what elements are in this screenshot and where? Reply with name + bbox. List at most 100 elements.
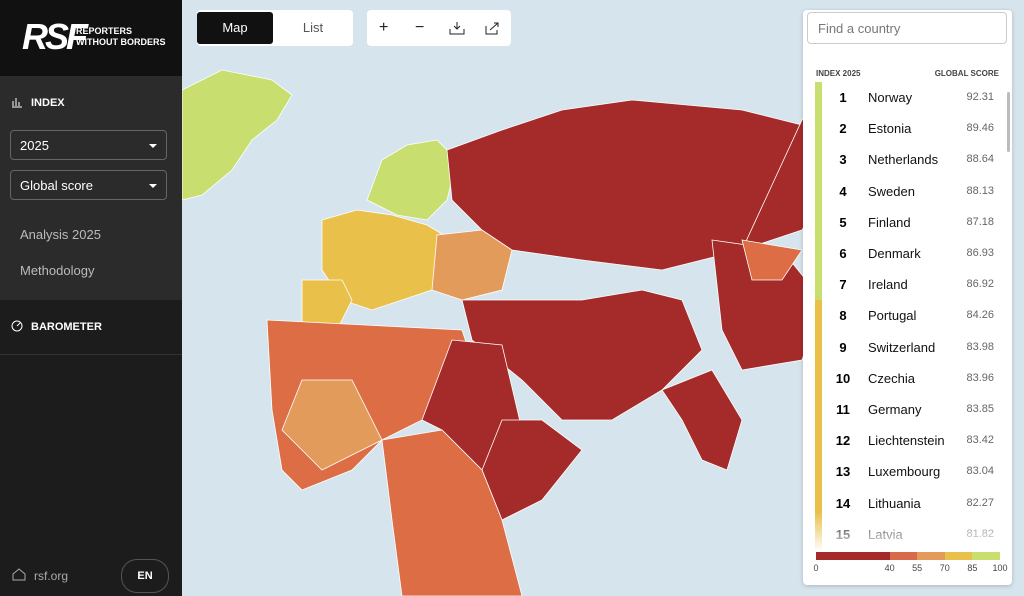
rank: 4 [839, 183, 847, 199]
ranking-row[interactable]: 14 Lithuania 82.27 [803, 487, 1012, 519]
ranking-row[interactable]: 13 Luxembourg 83.04 [803, 456, 1012, 488]
score-strip [815, 425, 822, 457]
footer-link[interactable]: rsf.org [34, 569, 69, 583]
country-name: Finland [868, 214, 911, 230]
score-strip [815, 456, 822, 488]
legend-tick: 40 [884, 563, 895, 573]
barometer-label[interactable]: BAROMETER [31, 321, 102, 333]
country-name: Czechia [868, 370, 915, 386]
index-label[interactable]: INDEX [31, 97, 65, 109]
view-toggle: Map List [197, 10, 353, 46]
zoom-in[interactable]: + [379, 19, 389, 36]
country-name: Netherlands [868, 152, 939, 168]
country-name: Denmark [868, 246, 921, 261]
list-tab[interactable]: List [302, 20, 324, 35]
country-name: Portugal [868, 308, 917, 324]
score-strip [815, 362, 822, 394]
legend-segment [816, 552, 890, 560]
zoom-out[interactable]: − [415, 19, 425, 36]
nav-link[interactable]: Analysis 2025 [20, 227, 101, 242]
country-name: Ireland [868, 277, 908, 293]
score: 83.04 [966, 465, 994, 478]
ranking-row[interactable]: 11 Germany 83.85 [803, 394, 1012, 426]
country-name: Norway [868, 90, 913, 105]
nav-link[interactable]: Methodology [20, 263, 95, 278]
legend-segment [944, 552, 973, 560]
logo-text: REPORTERS [76, 26, 133, 36]
scrollbar [1007, 92, 1010, 152]
map-tools: + − [367, 10, 511, 46]
legend-segment [889, 552, 918, 560]
rank: 5 [839, 214, 847, 230]
map-shapes [182, 69, 883, 596]
rank: 1 [839, 90, 847, 105]
ranking-row[interactable]: 5 Finland 87.18 [803, 206, 1012, 238]
score: 83.96 [966, 371, 994, 384]
ranking-row[interactable]: 10 Czechia 83.96 [803, 362, 1012, 394]
country-name: Liechtenstein [868, 433, 945, 449]
score: 86.93 [966, 247, 994, 259]
search-input[interactable]: Find a country [807, 12, 1007, 44]
legend-tick: 0 [813, 563, 819, 573]
ranking-row[interactable]: 8 Portugal 84.26 [803, 300, 1012, 332]
score-strip [815, 113, 822, 145]
rank: 3 [839, 152, 847, 168]
rank: 11 [836, 402, 850, 417]
score-select[interactable]: Global score [10, 170, 167, 200]
ranking-row[interactable]: 4 Sweden 88.13 [803, 175, 1012, 207]
ranking-row[interactable]: 9 Switzerland 83.98 [803, 331, 1012, 363]
rank: 14 [835, 495, 851, 511]
year-select[interactable]: 2025 [10, 130, 167, 160]
download-button[interactable] [449, 21, 465, 35]
score-strip [815, 487, 822, 519]
score: 82.27 [966, 496, 994, 509]
score-strip [815, 175, 822, 207]
rank: 2 [839, 121, 847, 137]
language-button[interactable]: EN [121, 559, 169, 593]
logo-text: WITHOUT BORDERS [76, 37, 166, 47]
score-strip [815, 144, 822, 176]
fade-overlay [803, 512, 1012, 552]
column-header: GLOBAL SCORE [934, 69, 999, 78]
legend-tick: 55 [912, 563, 923, 573]
ranking-row[interactable]: 3 Netherlands 88.64 [803, 144, 1012, 176]
index-icon [12, 98, 22, 108]
country-name: Switzerland [868, 339, 936, 355]
legend-segment [917, 552, 945, 560]
country-name: Lithuania [868, 495, 921, 511]
rank: 7 [839, 277, 847, 293]
legend-segment [972, 552, 1000, 560]
score: 88.64 [966, 153, 994, 166]
country-name: Germany [868, 402, 922, 417]
logo[interactable]: RSF REPORTERS WITHOUT BORDERS [0, 0, 182, 76]
score: 84.26 [966, 309, 994, 322]
score-strip [815, 394, 822, 426]
barometer-icon [11, 320, 23, 332]
rank: 10 [835, 370, 851, 386]
score-strip [815, 206, 822, 238]
ranking-row[interactable]: 7 Ireland 86.92 [803, 269, 1012, 301]
ranking-row[interactable]: 1 Norway 92.31 [803, 82, 1012, 114]
rank: 6 [839, 246, 847, 261]
score: 83.85 [966, 403, 994, 415]
ranking-list: 1 Norway 92.31 2 Estonia 89.46 3 Netherlands 88.… [803, 82, 1012, 552]
share-button[interactable] [485, 21, 501, 35]
ranking-row[interactable]: 6 Denmark 86.93 [803, 238, 1012, 270]
ranking-row[interactable]: 12 Liechtenstein 83.42 [803, 425, 1012, 457]
score: 83.42 [966, 434, 994, 447]
legend-bar [816, 552, 1000, 560]
legend-tick: 70 [939, 563, 950, 573]
ranking-panel: Find a country INDEX 2025 GLOBAL SCORE 1… [803, 10, 1012, 585]
rank: 12 [835, 433, 851, 449]
ranking-row[interactable]: 2 Estonia 89.46 [803, 113, 1012, 145]
rank: 9 [839, 339, 847, 355]
map-tab[interactable]: Map [197, 12, 273, 44]
score-strip [815, 238, 822, 270]
score: 92.31 [966, 91, 994, 103]
logo-mark: RSF [22, 16, 88, 57]
country-name: Sweden [868, 183, 915, 199]
score: 86.92 [966, 278, 994, 291]
legend-tick: 85 [967, 563, 978, 573]
map: Map List + − [182, 0, 1024, 596]
home-icon [12, 568, 26, 581]
